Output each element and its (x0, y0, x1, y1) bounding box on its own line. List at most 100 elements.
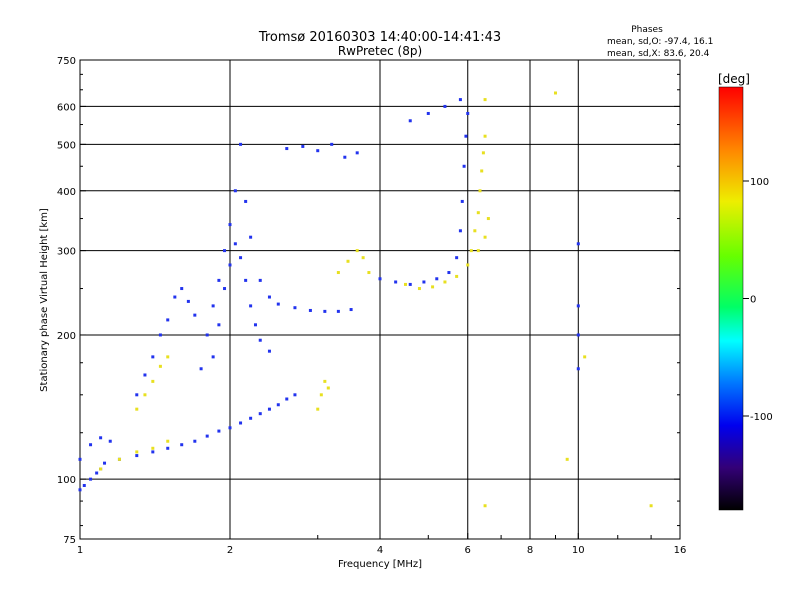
data-point-x (361, 256, 365, 260)
data-point-o (576, 333, 580, 337)
x-tick-label: 1 (77, 545, 83, 556)
data-point-x (469, 249, 473, 253)
data-point-x (443, 280, 447, 284)
data-point-o (193, 439, 197, 443)
data-point-o (233, 189, 237, 193)
data-point-o (228, 263, 232, 267)
data-point-o (82, 483, 86, 487)
data-point-o (223, 249, 227, 253)
data-point-o (205, 434, 209, 438)
data-point-o (253, 323, 257, 327)
data-point-x (481, 151, 485, 155)
data-point-x (565, 457, 569, 461)
data-point-o (285, 397, 289, 401)
data-point-o (217, 323, 221, 327)
data-point-x (135, 407, 139, 411)
y-tick-label: 750 (57, 56, 76, 67)
data-point-o (166, 446, 170, 450)
data-point-o (576, 367, 580, 371)
y-tick-label: 100 (57, 475, 76, 486)
data-point-x (355, 249, 359, 253)
data-point-o (576, 242, 580, 246)
colorbar-ticks: 100 0 -100 (743, 177, 773, 423)
y-tick-label: 300 (57, 247, 76, 258)
data-point-x (476, 249, 480, 253)
data-point-o (143, 373, 147, 377)
data-point-x (367, 271, 371, 275)
x-tick-label: 8 (527, 545, 533, 556)
data-point-o (158, 333, 162, 337)
y-axis-label: Stationary phase Virtual Height [km] (39, 208, 50, 392)
data-point-o (151, 355, 155, 359)
data-point-o (211, 304, 215, 308)
data-point-o (95, 471, 99, 475)
data-point-o (239, 142, 243, 146)
data-point-o (293, 393, 297, 397)
data-point-o (258, 278, 262, 282)
data-point-o (308, 308, 312, 312)
data-point-o (435, 277, 439, 281)
data-point-o (458, 98, 462, 102)
data-point-x (553, 91, 557, 95)
data-point-o (135, 393, 139, 397)
data-point-o (186, 299, 190, 303)
data-point-o (464, 134, 468, 138)
data-point-o (458, 229, 462, 233)
data-point-o (151, 450, 155, 454)
data-point-o (285, 147, 289, 151)
stats-x-line: mean, sd,X: 83.6, 20.4 (607, 49, 710, 59)
data-point-o (180, 287, 184, 291)
data-point-x (478, 189, 482, 193)
data-point-o (199, 367, 203, 371)
data-point-x (417, 287, 421, 291)
data-point-o (349, 308, 353, 312)
data-point-o (462, 164, 466, 168)
data-point-x (151, 379, 155, 383)
data-point-x (316, 407, 320, 411)
colorbar (718, 86, 744, 511)
data-point-x (135, 450, 139, 454)
data-points (78, 91, 653, 508)
grid-layer (80, 60, 680, 539)
data-point-o (343, 155, 347, 159)
data-point-o (217, 278, 221, 282)
colorbar-label: [deg] (718, 72, 750, 86)
chart-title: Tromsø 20160303 14:40:00-14:41:43 (258, 30, 501, 45)
colorbar-tick-label: 100 (750, 177, 769, 188)
data-point-o (223, 287, 227, 291)
data-point-x (336, 271, 340, 275)
y-tick-label: 400 (57, 187, 76, 198)
y-tick-label: 200 (57, 331, 76, 342)
data-point-o (267, 349, 271, 353)
chart-subtitle: RwPretec (8p) (338, 44, 422, 58)
data-point-x (151, 446, 155, 450)
data-point-x (466, 263, 470, 267)
data-point-o (258, 412, 262, 416)
data-point-o (233, 242, 237, 246)
stats-o-line: mean, sd,O: -97.4, 16.1 (607, 37, 713, 47)
data-point-x (431, 285, 435, 289)
data-point-o (293, 306, 297, 310)
data-point-o (205, 333, 209, 337)
data-point-o (103, 461, 107, 465)
data-point-x (486, 217, 490, 221)
data-point-o (460, 199, 464, 203)
data-point-o (576, 304, 580, 308)
data-point-x (323, 379, 327, 383)
data-point-o (249, 304, 253, 308)
colorbar-tick-label: -100 (750, 412, 773, 423)
data-point-o (276, 403, 280, 407)
data-point-o (466, 111, 470, 115)
x-ticks: 1 2 4 6 8 10 16 (77, 533, 687, 556)
data-point-o (173, 295, 177, 299)
data-point-o (422, 280, 426, 284)
data-point-o (267, 295, 271, 299)
data-point-x (326, 386, 330, 390)
y-tick-label: 500 (57, 140, 76, 151)
data-point-x (483, 134, 487, 138)
data-point-o (180, 443, 184, 447)
x-tick-label: 16 (674, 545, 687, 556)
data-point-o (166, 318, 170, 322)
data-point-x (403, 282, 407, 286)
